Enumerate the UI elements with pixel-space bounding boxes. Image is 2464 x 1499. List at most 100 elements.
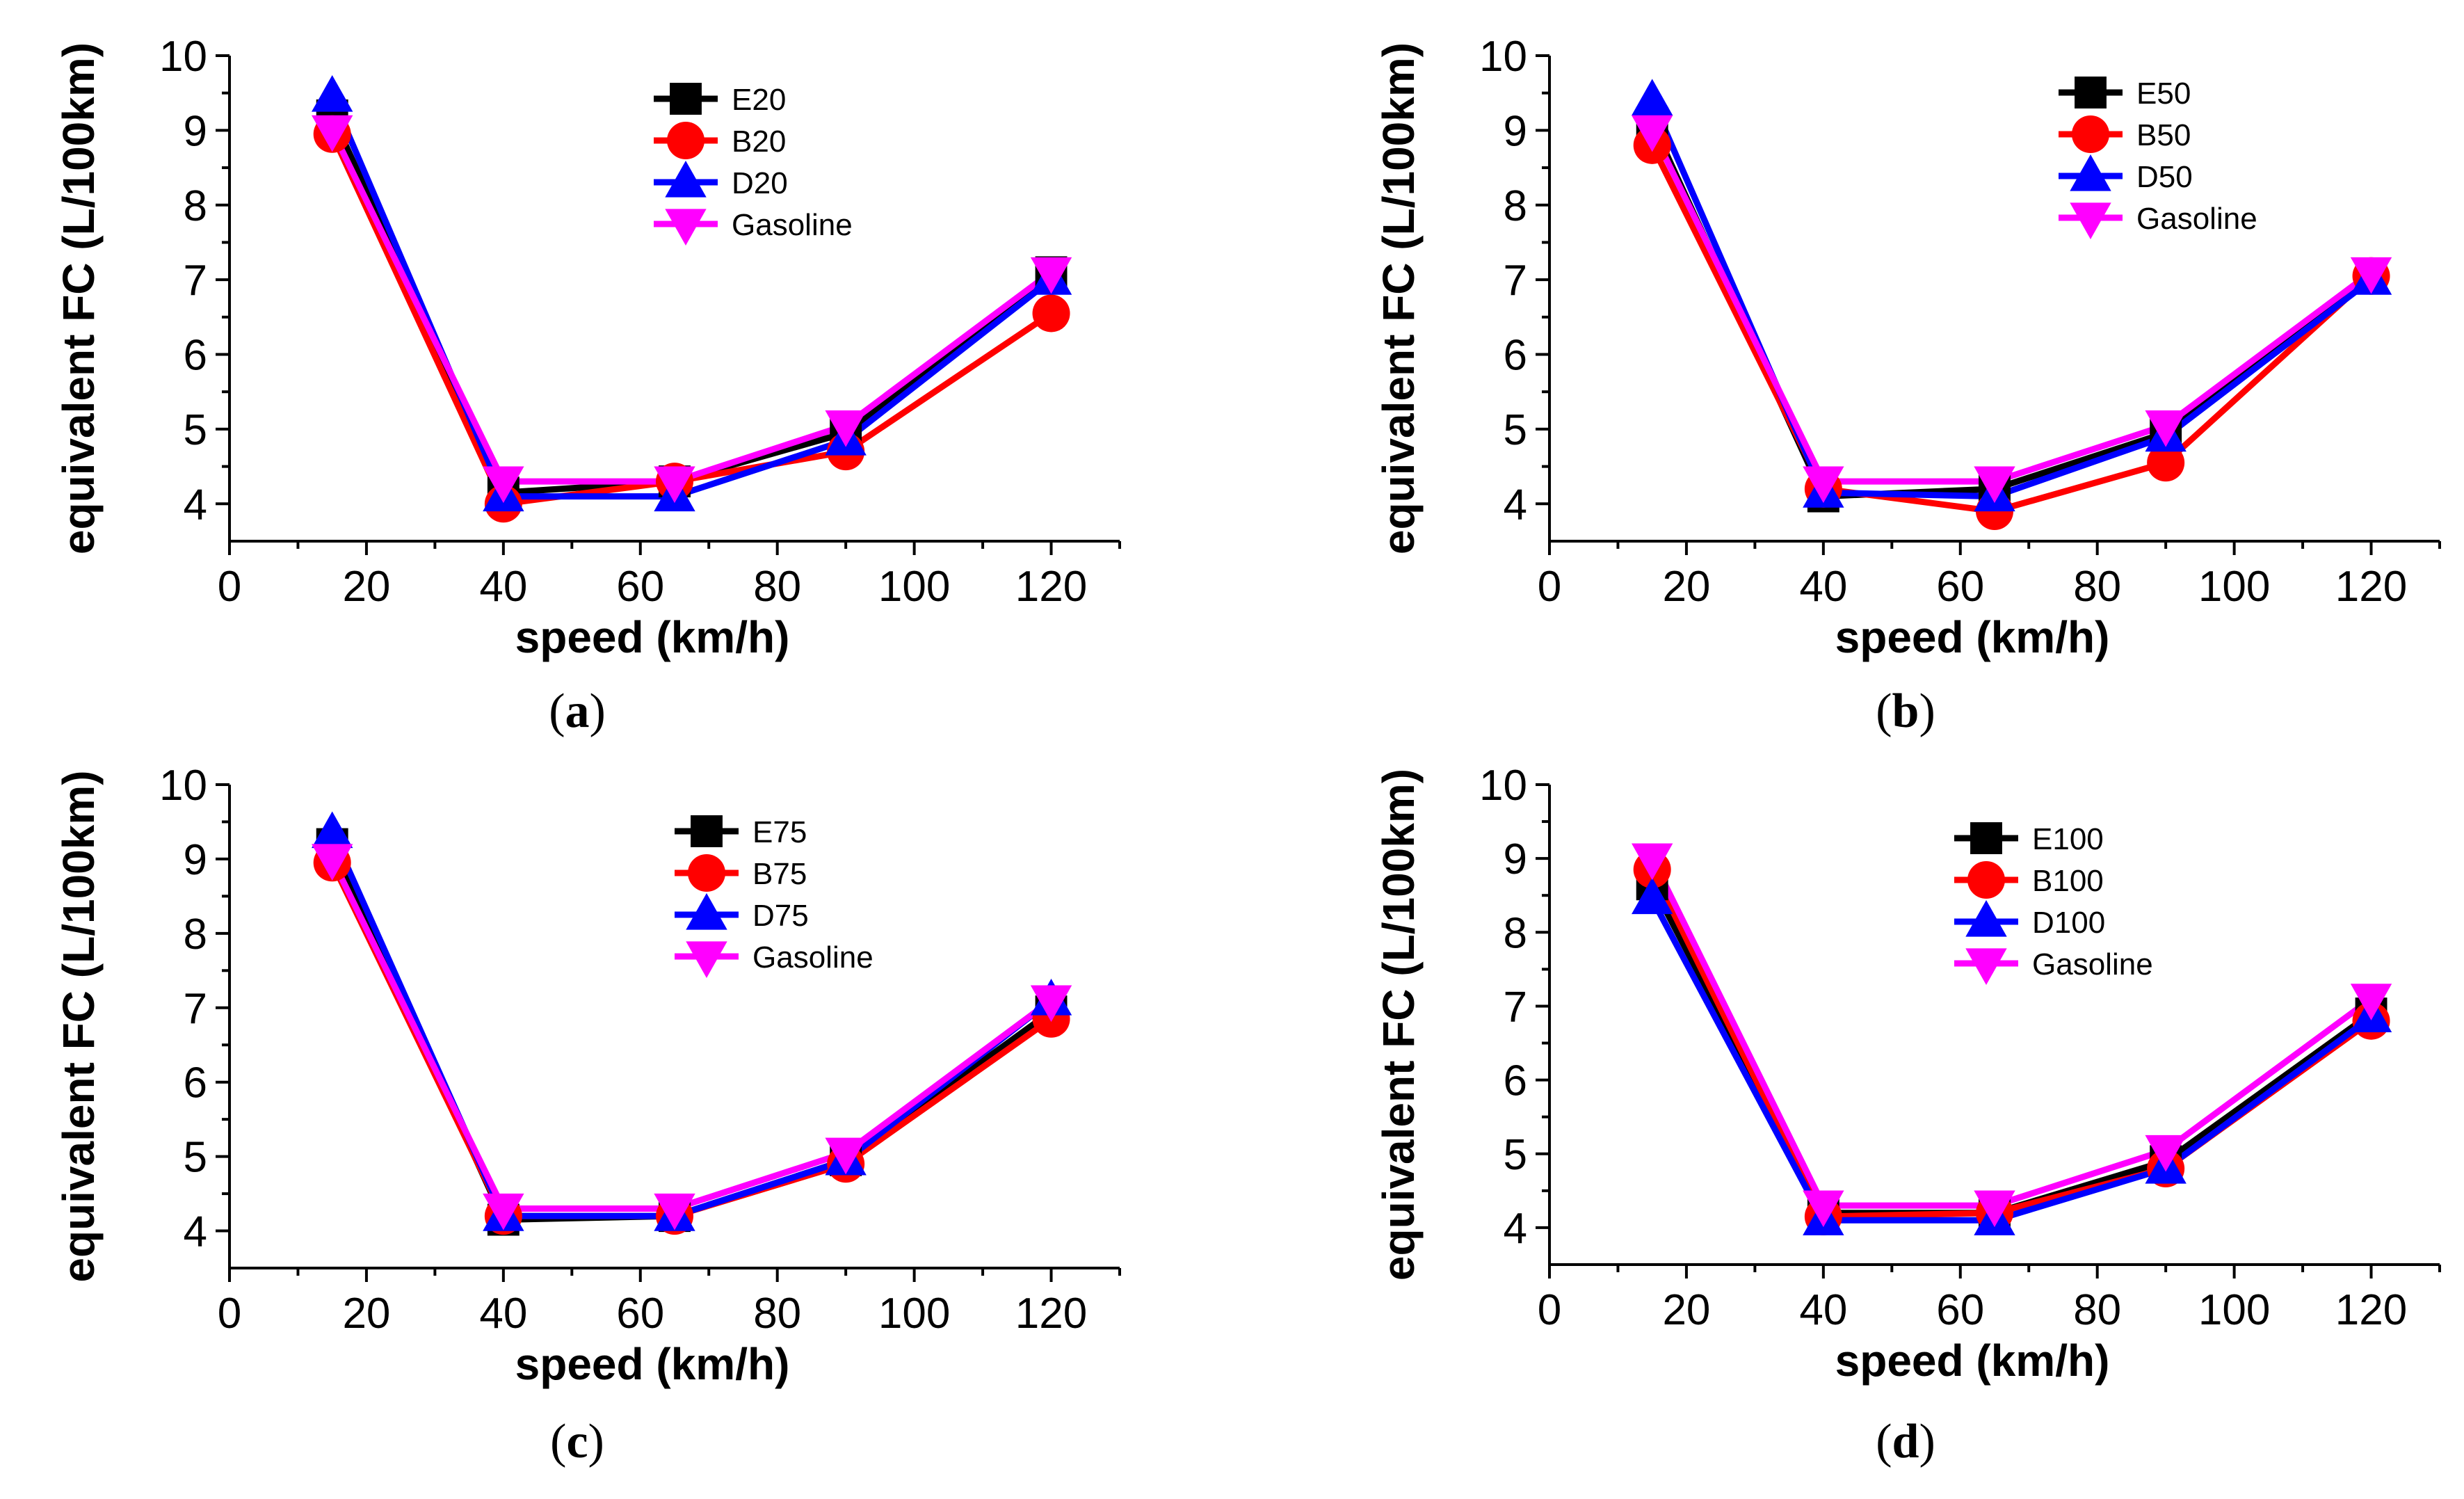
data-point-gasoline — [311, 115, 353, 152]
series-line-gasoline — [1649, 857, 2374, 1209]
x-tick-label: 120 — [2335, 563, 2407, 611]
x-tick-label: 100 — [878, 563, 950, 611]
data-point-gasoline — [654, 1193, 695, 1231]
x-tick-label: 40 — [1799, 563, 1847, 611]
legend-marker-b50 — [2072, 115, 2109, 153]
legend: E75 B75 D75 Gasoline — [675, 815, 873, 979]
legend-label: E50 — [2136, 77, 2191, 111]
data-point-gasoline — [1631, 115, 1673, 152]
x-tick-label: 0 — [1538, 1286, 1561, 1334]
y-tick-label: 6 — [184, 1059, 207, 1107]
data-point-gasoline — [2145, 410, 2187, 447]
data-point-gasoline — [1030, 985, 1072, 1023]
y-tick-label: 9 — [184, 836, 207, 884]
legend-label: D20 — [732, 166, 788, 200]
y-tick-label: 8 — [184, 182, 207, 230]
legend: E50 B50 D50 Gasoline — [2059, 77, 2257, 240]
legend-marker-gasoline — [665, 209, 707, 246]
y-tick-label: 6 — [1504, 1057, 1527, 1105]
legend-marker-b75 — [688, 854, 725, 892]
x-tick-label: 20 — [1662, 563, 1710, 611]
series-line-gasoline — [329, 857, 1054, 1212]
y-tick-label: 5 — [1504, 406, 1527, 454]
legend-label: D50 — [2136, 160, 2193, 194]
data-point-d75 — [311, 811, 353, 849]
legend-marker-e50 — [2075, 77, 2107, 109]
legend: E100 B100 D100 Gasoline — [1954, 822, 2153, 986]
data-point-gasoline — [654, 466, 695, 504]
y-tick-label: 10 — [159, 33, 207, 81]
y-tick-label: 10 — [1479, 33, 1527, 81]
y-axis-title: equivalent FC (L/100km) — [1374, 42, 1424, 554]
series-line-d50 — [1649, 99, 2374, 500]
data-point-gasoline — [2350, 257, 2392, 294]
data-point-gasoline — [483, 1193, 524, 1231]
panel-a: 0 20 40 60 80 100 120 4 5 6 7 8 9 10 speed (km/h) equiv… — [54, 33, 1121, 738]
series-line-b50 — [1649, 143, 2374, 515]
legend-label: Gasoline — [2032, 947, 2153, 981]
legend-marker-d75 — [686, 892, 727, 930]
x-tick-label: 100 — [2198, 1286, 2270, 1334]
y-tick-label: 7 — [184, 257, 207, 305]
x-tick-label: 80 — [753, 1290, 801, 1338]
legend-label: Gasoline — [732, 208, 853, 242]
y-tick-label: 9 — [1504, 107, 1527, 155]
y-tick-label: 6 — [1504, 332, 1527, 380]
y-axis-title: equivalent FC (L/100km) — [54, 770, 104, 1282]
x-tick-label: 0 — [1538, 563, 1561, 611]
panel-b: 0 20 40 60 80 100 120 4 5 6 7 8 9 10 speed (km/h) equiv… — [1374, 33, 2441, 738]
data-point-gasoline — [1974, 1190, 2015, 1228]
x-tick-label: 20 — [1662, 1286, 1710, 1334]
x-tick-label: 80 — [753, 563, 801, 611]
legend-marker-gasoline — [686, 941, 727, 979]
legend-marker-e20 — [670, 83, 702, 115]
x-axis-title: speed (km/h) — [515, 612, 790, 662]
legend-label: D75 — [752, 899, 809, 933]
x-tick-label: 80 — [2073, 1286, 2121, 1334]
y-tick-label: 9 — [1504, 835, 1527, 883]
legend-label: D100 — [2032, 906, 2105, 940]
series-line-gasoline — [1649, 129, 2374, 485]
data-point-b50 — [2147, 444, 2185, 482]
data-point-gasoline — [2145, 1135, 2187, 1172]
y-tick-label: 5 — [184, 1134, 207, 1182]
data-point-gasoline — [1803, 466, 1844, 504]
x-tick-label: 120 — [2335, 1286, 2407, 1334]
data-point-d20 — [311, 75, 353, 112]
y-tick-label: 5 — [1504, 1131, 1527, 1179]
x-tick-label: 40 — [479, 563, 527, 611]
legend-marker-e75 — [691, 815, 723, 847]
legend-label: B75 — [752, 857, 807, 891]
data-point-gasoline — [311, 844, 353, 881]
x-axis-title: speed (km/h) — [515, 1339, 790, 1389]
x-axis-title: speed (km/h) — [1835, 1336, 2110, 1386]
legend-marker-d50 — [2070, 154, 2111, 191]
y-tick-label: 7 — [1504, 257, 1527, 305]
x-tick-label: 0 — [218, 563, 241, 611]
data-point-gasoline — [825, 1137, 867, 1175]
data-point-b20 — [1032, 294, 1070, 332]
series-line-d100 — [1649, 897, 2374, 1224]
y-tick-label: 7 — [184, 985, 207, 1033]
legend-marker-gasoline — [1965, 948, 2007, 986]
y-tick-label: 10 — [1479, 762, 1527, 810]
x-tick-label: 60 — [1936, 1286, 1984, 1334]
x-tick-label: 40 — [1799, 1286, 1847, 1334]
x-tick-label: 20 — [342, 563, 390, 611]
legend-label: B50 — [2136, 118, 2191, 152]
y-axis-title: equivalent FC (L/100km) — [1374, 769, 1424, 1281]
panel-caption: (a) — [549, 684, 606, 738]
legend-label: Gasoline — [752, 940, 873, 975]
data-point-gasoline — [483, 466, 524, 504]
legend-marker-gasoline — [2070, 202, 2111, 240]
series-line-e100 — [1649, 883, 2374, 1217]
legend-marker-d100 — [1965, 899, 2007, 937]
x-tick-label: 100 — [2198, 563, 2270, 611]
legend-label: Gasoline — [2136, 202, 2257, 236]
data-point-gasoline — [1030, 257, 1072, 294]
x-tick-label: 120 — [1015, 1290, 1087, 1338]
series-line-e50 — [1649, 121, 2374, 500]
data-point-d100 — [1631, 877, 1673, 915]
x-tick-label: 60 — [1936, 563, 1984, 611]
x-tick-label: 60 — [616, 563, 664, 611]
